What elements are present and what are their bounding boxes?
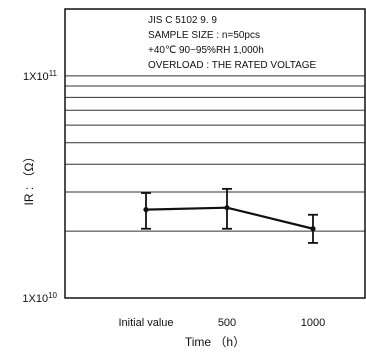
annotation-line-2: SAMPLE SIZE : n=50pcs (148, 30, 260, 41)
y-tick-label-1: 1X1010 (22, 291, 57, 306)
grid-layer (65, 75, 365, 232)
x-tick-label-3: 1000 (301, 317, 325, 329)
series-layer (141, 187, 318, 244)
annotation-line-4: OVERLOAD : THE RATED VOLTAGE (148, 60, 317, 71)
y-axis-title: IR : （Ω） (22, 151, 36, 206)
x-axis-title: Time （h） (185, 335, 245, 349)
data-point-3 (310, 226, 316, 232)
x-tick-label-2: 500 (218, 317, 236, 329)
y-tick-label-2: 1X1011 (23, 68, 58, 83)
plot-frame (64, 8, 366, 299)
x-tick-layer: Initial value 500 1000 (118, 317, 325, 329)
y-tick-layer: 1X1010 1X1011 (22, 68, 57, 305)
data-point-1 (143, 207, 149, 213)
data-point-2 (224, 205, 230, 211)
annotation-block: JIS C 5102 9. 9 SAMPLE SIZE : n=50pcs +4… (148, 15, 317, 71)
annotation-line-3: +40℃ 90~95%RH 1,000h (148, 45, 264, 56)
annotation-line-1: JIS C 5102 9. 9 (148, 15, 217, 26)
x-tick-label-1: Initial value (118, 317, 173, 329)
